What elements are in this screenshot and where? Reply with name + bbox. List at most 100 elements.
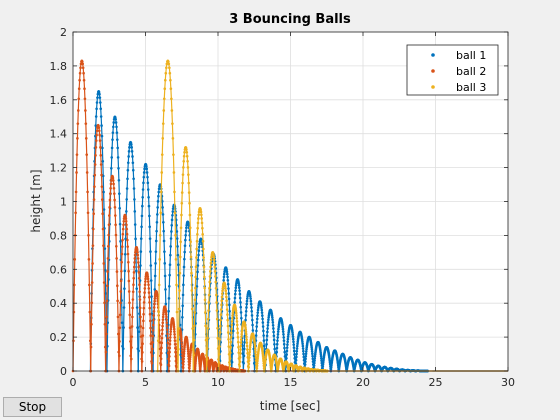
data-point <box>182 274 185 277</box>
data-point <box>238 360 242 363</box>
data-point <box>173 342 177 346</box>
data-point <box>249 299 253 303</box>
data-point <box>101 159 105 163</box>
data-point <box>82 71 85 75</box>
data-point <box>180 340 183 343</box>
data-point <box>247 359 251 362</box>
data-point <box>163 87 167 91</box>
data-point <box>124 220 128 223</box>
data-point <box>180 201 184 205</box>
data-point <box>115 270 119 273</box>
data-point <box>117 332 120 336</box>
data-point <box>281 330 285 333</box>
data-point <box>239 341 243 344</box>
data-point <box>291 335 295 338</box>
data-point <box>161 315 165 319</box>
data-point <box>142 171 146 174</box>
data-point <box>213 261 216 265</box>
data-point <box>126 161 130 165</box>
data-point <box>98 92 101 96</box>
data-point <box>184 233 187 237</box>
data-point <box>206 317 210 321</box>
data-point <box>130 335 134 338</box>
x-tick-label: 5 <box>142 376 149 389</box>
data-point <box>87 258 91 261</box>
data-point <box>220 303 223 307</box>
data-point <box>267 316 270 319</box>
data-point <box>162 221 165 224</box>
data-point <box>142 306 146 310</box>
data-point <box>313 359 316 362</box>
data-point <box>259 304 263 308</box>
data-point <box>234 311 238 315</box>
data-point <box>136 257 140 260</box>
x-tick-label: 30 <box>501 376 515 389</box>
data-point <box>207 309 210 312</box>
data-point <box>218 337 222 341</box>
data-point <box>286 340 289 344</box>
data-point <box>172 327 176 331</box>
data-point <box>255 325 258 328</box>
data-point <box>115 244 118 248</box>
data-point <box>129 357 133 361</box>
data-point <box>248 350 251 354</box>
data-point <box>156 297 159 300</box>
data-point <box>104 292 107 295</box>
y-tick-label: 0 <box>60 365 67 378</box>
data-point <box>147 287 151 290</box>
data-point <box>226 331 230 334</box>
data-point <box>133 257 137 260</box>
data-point <box>225 299 228 303</box>
data-point <box>111 131 115 134</box>
data-point <box>293 353 296 356</box>
data-point <box>173 336 177 339</box>
data-point <box>140 225 143 229</box>
data-point <box>148 319 152 323</box>
data-point <box>188 362 192 365</box>
data-point <box>101 146 104 150</box>
data-point <box>292 346 296 349</box>
data-point <box>196 226 199 230</box>
data-point <box>139 264 142 267</box>
data-point <box>141 188 145 191</box>
data-point <box>81 62 85 66</box>
data-point <box>227 287 230 290</box>
data-point <box>136 250 139 254</box>
data-point <box>236 340 240 344</box>
data-point <box>238 292 242 296</box>
data-point <box>118 326 122 330</box>
data-point <box>239 338 243 341</box>
data-point <box>276 330 280 333</box>
data-point <box>149 326 152 330</box>
stop-button[interactable]: Stop <box>3 397 62 417</box>
data-point <box>98 139 102 142</box>
data-point <box>230 331 233 335</box>
data-point <box>226 318 229 322</box>
data-point <box>245 338 248 341</box>
data-point <box>162 229 165 233</box>
data-point <box>131 306 134 310</box>
data-point <box>181 304 184 308</box>
data-point <box>193 324 196 328</box>
data-point <box>254 334 258 337</box>
data-point <box>273 347 276 351</box>
data-point <box>261 355 265 359</box>
data-point <box>138 283 141 286</box>
data-point <box>138 298 142 301</box>
data-point <box>203 298 207 302</box>
data-point <box>160 351 163 355</box>
data-point <box>245 341 249 344</box>
data-point <box>100 134 104 138</box>
data-point <box>228 303 231 307</box>
data-point <box>147 196 150 199</box>
data-point <box>170 218 174 222</box>
data-point <box>165 328 169 332</box>
data-point <box>249 343 252 347</box>
data-point <box>76 122 80 125</box>
data-point <box>185 148 188 151</box>
data-point <box>220 295 224 299</box>
data-point <box>226 282 230 286</box>
data-point <box>218 331 222 334</box>
data-point <box>255 364 259 367</box>
data-point <box>292 349 296 353</box>
